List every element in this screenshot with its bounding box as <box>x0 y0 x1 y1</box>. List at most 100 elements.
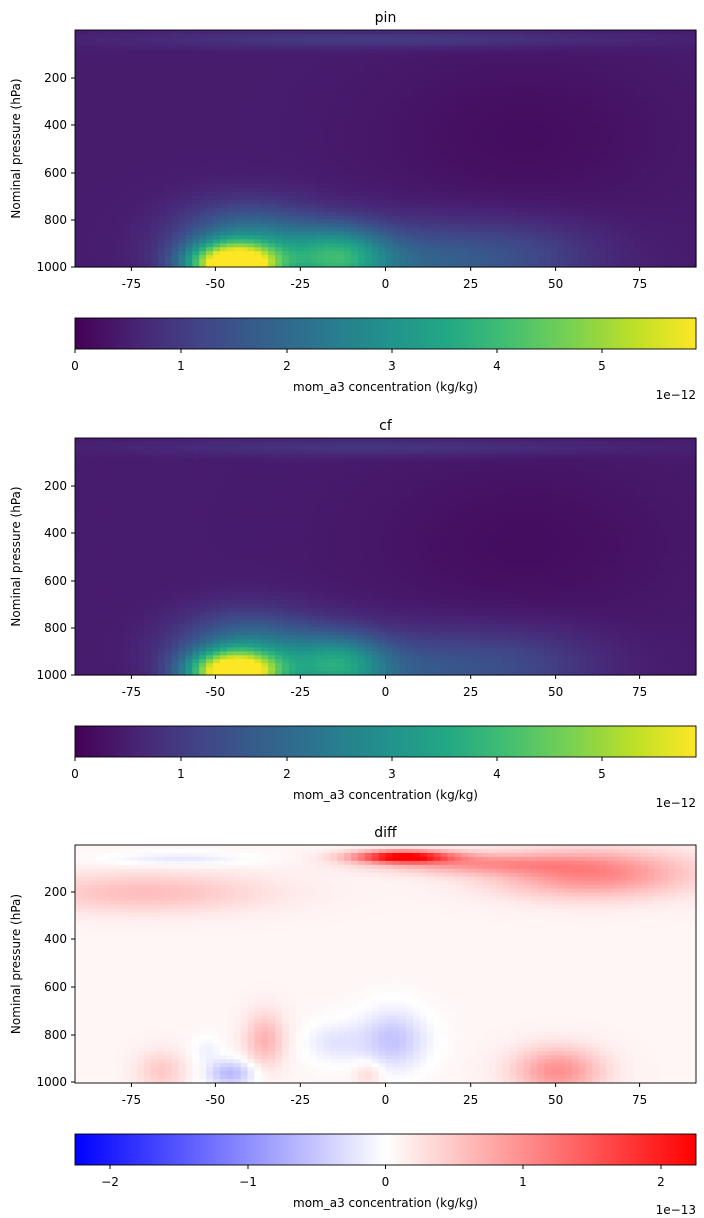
heatmap-cell <box>475 37 483 43</box>
heatmap-cell <box>399 132 407 138</box>
heatmap-cell <box>171 120 180 126</box>
heatmap-cell <box>578 120 587 126</box>
heatmap-cell <box>81 156 90 161</box>
heatmap-cell <box>578 77 587 82</box>
heatmap-cell <box>406 219 414 225</box>
heatmap-cell <box>571 57 580 63</box>
heatmap-cell <box>254 97 262 102</box>
heatmap-cell <box>495 184 504 189</box>
heatmap-cell <box>654 128 663 134</box>
heatmap-cell <box>620 136 628 142</box>
heatmap-cell <box>199 247 207 252</box>
heatmap-cell <box>461 53 469 59</box>
heatmap-cell <box>233 180 242 185</box>
heatmap-cell <box>337 239 345 244</box>
heatmap-cell <box>654 215 663 221</box>
heatmap-cell <box>461 77 469 82</box>
heatmap-cell <box>323 105 331 110</box>
heatmap-cell <box>647 227 656 233</box>
heatmap-cell <box>502 144 511 150</box>
heatmap-cell <box>482 168 490 173</box>
heatmap-cell <box>530 239 538 244</box>
heatmap-cell <box>454 188 462 193</box>
heatmap-cell <box>309 140 318 146</box>
heatmap-cell <box>564 160 573 165</box>
heatmap-cell <box>620 176 628 181</box>
heatmap-cell <box>261 81 269 86</box>
heatmap-cell <box>564 41 573 47</box>
heatmap-cell <box>509 53 518 59</box>
heatmap-cell <box>219 211 228 217</box>
heatmap-cell <box>123 231 131 236</box>
heatmap-cell <box>247 172 255 177</box>
heatmap-cell <box>226 160 235 165</box>
heatmap-cell <box>378 93 387 98</box>
heatmap-cell <box>116 188 124 193</box>
heatmap-cell <box>330 120 338 126</box>
heatmap-cell <box>261 136 269 142</box>
heatmap-cell <box>130 223 138 229</box>
heatmap-cell <box>420 203 428 209</box>
heatmap-cell <box>371 45 380 51</box>
heatmap-cell <box>137 156 145 161</box>
heatmap-cell <box>199 101 207 106</box>
heatmap-cell <box>109 37 117 43</box>
heatmap-cell <box>130 128 138 134</box>
heatmap-cell <box>233 136 242 142</box>
heatmap-cell <box>137 53 145 59</box>
heatmap-cell <box>171 128 180 134</box>
heatmap-cell <box>578 176 587 181</box>
heatmap-cell <box>502 156 511 161</box>
heatmap-cell <box>144 144 152 150</box>
heatmap-cell <box>413 188 421 193</box>
heatmap-cell <box>206 45 214 51</box>
heatmap-cell <box>530 120 538 126</box>
heatmap-cell <box>599 61 607 67</box>
heatmap-cell <box>144 57 152 63</box>
heatmap-cell <box>489 132 497 138</box>
heatmap-cell <box>620 168 628 173</box>
heatmap-cell <box>406 41 414 47</box>
heatmap-cell <box>640 69 649 75</box>
heatmap-cell <box>316 132 324 138</box>
heatmap-cell <box>564 128 573 134</box>
heatmap-cell <box>316 136 324 142</box>
heatmap-cell <box>164 109 173 114</box>
heatmap-cell <box>433 144 442 150</box>
heatmap-cell <box>426 172 435 177</box>
heatmap-cell <box>178 215 186 221</box>
heatmap-cell <box>164 207 173 213</box>
heatmap-cell <box>102 93 111 98</box>
heatmap-cell <box>523 176 531 181</box>
heatmap-cell <box>406 231 414 236</box>
heatmap-cell <box>254 243 262 248</box>
heatmap-cell <box>461 148 469 154</box>
heatmap-cell <box>137 180 145 185</box>
heatmap-cell <box>468 239 476 244</box>
heatmap-cell <box>654 65 663 71</box>
heatmap-cell <box>171 195 180 201</box>
heatmap-cell <box>206 191 214 197</box>
heatmap-cell <box>123 227 131 233</box>
heatmap-cell <box>392 116 400 122</box>
heatmap-cell <box>226 136 235 142</box>
heatmap-cell <box>509 124 518 130</box>
heatmap-cell <box>537 180 545 185</box>
heatmap-cell <box>627 140 635 146</box>
heatmap-cell <box>523 168 531 173</box>
heatmap-cell <box>261 152 269 157</box>
heatmap-cell <box>295 81 304 86</box>
heatmap-cell <box>344 132 352 138</box>
heatmap-cell <box>578 61 587 67</box>
heatmap-cell <box>378 160 387 165</box>
heatmap-cell <box>357 128 366 134</box>
heatmap-cell <box>275 105 283 110</box>
heatmap-cell <box>302 30 311 35</box>
heatmap-cell <box>275 219 283 225</box>
heatmap-cell <box>475 239 483 244</box>
heatmap-cell <box>282 176 290 181</box>
heatmap-cell <box>364 69 373 75</box>
heatmap-cell <box>137 97 145 102</box>
heatmap-cell <box>288 37 297 43</box>
heatmap-cell <box>337 160 345 165</box>
